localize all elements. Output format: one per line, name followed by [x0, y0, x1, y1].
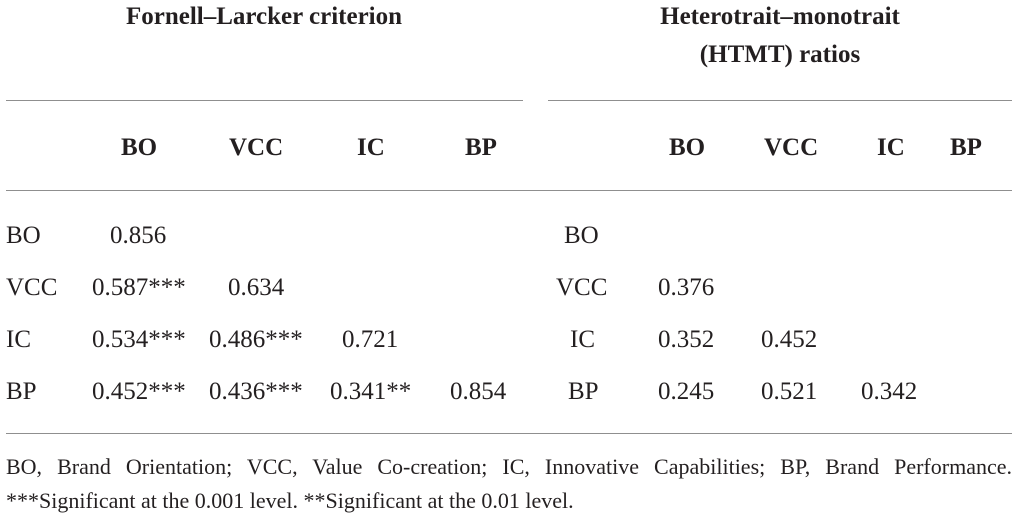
left-cell-bp-ic: 0.341** — [330, 378, 412, 405]
left-row-label-bp: BP — [6, 378, 37, 405]
right-col-header-vcc: VCC — [764, 134, 819, 161]
table-footnote: BO, Brand Orientation; VCC, Value Co-cre… — [6, 454, 1012, 513]
right-row-label-vcc: VCC — [556, 274, 608, 301]
left-cell-vcc-bo: 0.587*** — [92, 274, 186, 301]
right-cell-vcc-bo: 0.376 — [658, 274, 715, 301]
left-cell-ic-ic: 0.721 — [342, 326, 399, 353]
left-col-header-ic: IC — [357, 134, 385, 161]
left-cell-vcc-vcc: 0.634 — [228, 274, 285, 301]
right-row-label-bo: BO — [564, 222, 599, 249]
left-col-header-bp: BP — [465, 134, 497, 161]
right-cell-bp-bo: 0.245 — [658, 378, 715, 405]
left-row-label-ic: IC — [6, 326, 31, 353]
left-cell-bp-vcc: 0.436*** — [209, 378, 303, 405]
left-cell-bp-bo: 0.452*** — [92, 378, 186, 405]
right-cell-bp-vcc: 0.521 — [761, 378, 818, 405]
left-row-label-vcc: VCC — [6, 274, 58, 301]
right-cell-ic-vcc: 0.452 — [761, 326, 818, 353]
left-col-header-vcc: VCC — [229, 134, 284, 161]
right-cell-bp-ic: 0.342 — [861, 378, 918, 405]
fornell-larcker-heading: Fornell–Larcker criterion — [125, 3, 403, 30]
right-row-label-ic: IC — [570, 326, 595, 353]
section-rule-right — [548, 100, 1012, 101]
left-cell-ic-vcc: 0.486*** — [209, 326, 303, 353]
left-cell-ic-bo: 0.534*** — [92, 326, 186, 353]
right-col-header-bo: BO — [669, 134, 706, 161]
left-cell-bo-bo: 0.856 — [110, 222, 167, 249]
section-rule-left — [6, 100, 523, 101]
right-row-label-bp: BP — [568, 378, 599, 405]
header-rule — [6, 190, 1012, 191]
left-col-header-bo: BO — [121, 134, 158, 161]
right-col-header-bp: BP — [950, 134, 982, 161]
htmt-heading-line2: (HTMT) ratios — [699, 41, 861, 68]
left-row-label-bo: BO — [6, 222, 41, 249]
right-col-header-ic: IC — [877, 134, 905, 161]
left-cell-bp-bp: 0.854 — [450, 378, 507, 405]
right-cell-ic-bo: 0.352 — [658, 326, 715, 353]
bottom-rule — [6, 433, 1012, 434]
htmt-heading-line1: Heterotrait–monotrait — [660, 3, 900, 30]
